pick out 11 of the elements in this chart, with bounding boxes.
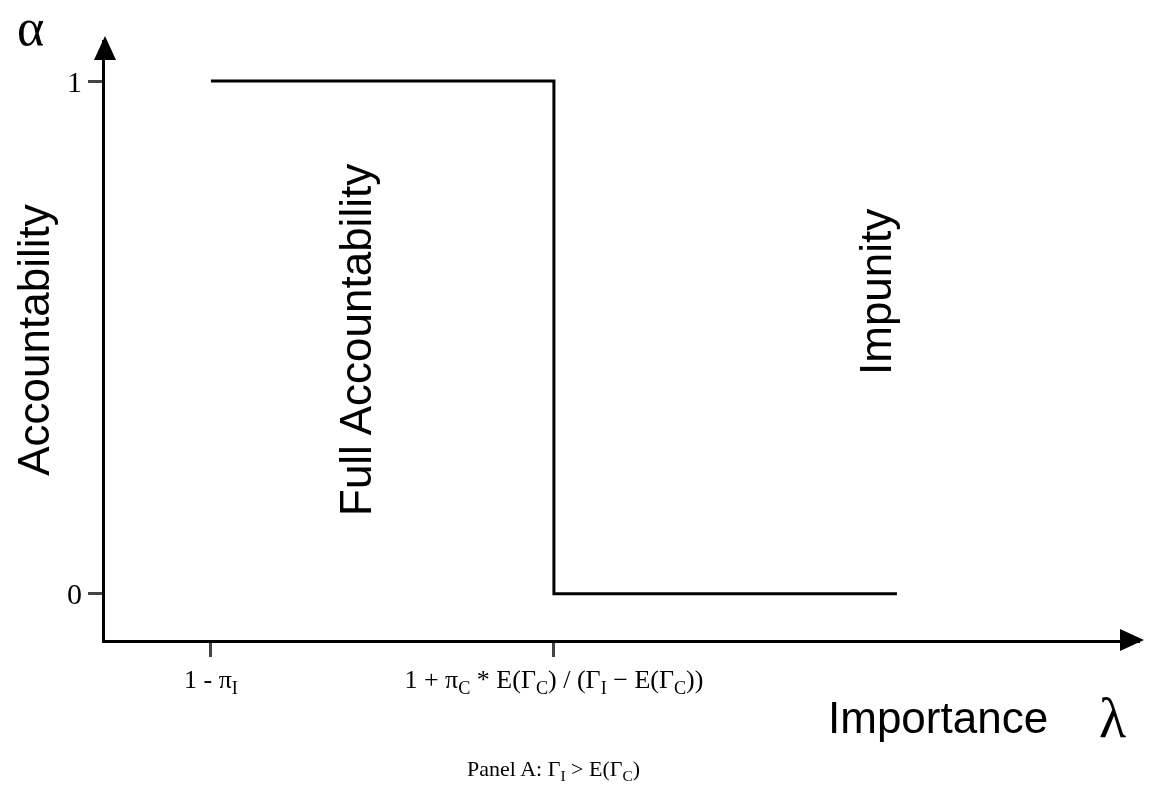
text: λ (1099, 687, 1127, 749)
x-tick-label: 1 - π$_{I}$ (183, 665, 238, 698)
y-tick-label: 1 (67, 64, 82, 98)
y-tick-label: 0 (67, 577, 82, 611)
category-label: 1 + π$_{C}$ * E(Γ$_{C}$) / (Γ$_{I}$ − E(Γ$_{C}$)) (404, 665, 704, 698)
text: Panel A: Γ$_{I}$ > E(Γ$_{C}$) (467, 756, 641, 784)
text: α (17, 0, 45, 56)
annotation: Full Accountability (331, 163, 380, 516)
annotation: Impunity (851, 208, 900, 375)
y-axis-title: Accountability (9, 204, 59, 476)
x-axis-title: Importance (828, 693, 1049, 742)
